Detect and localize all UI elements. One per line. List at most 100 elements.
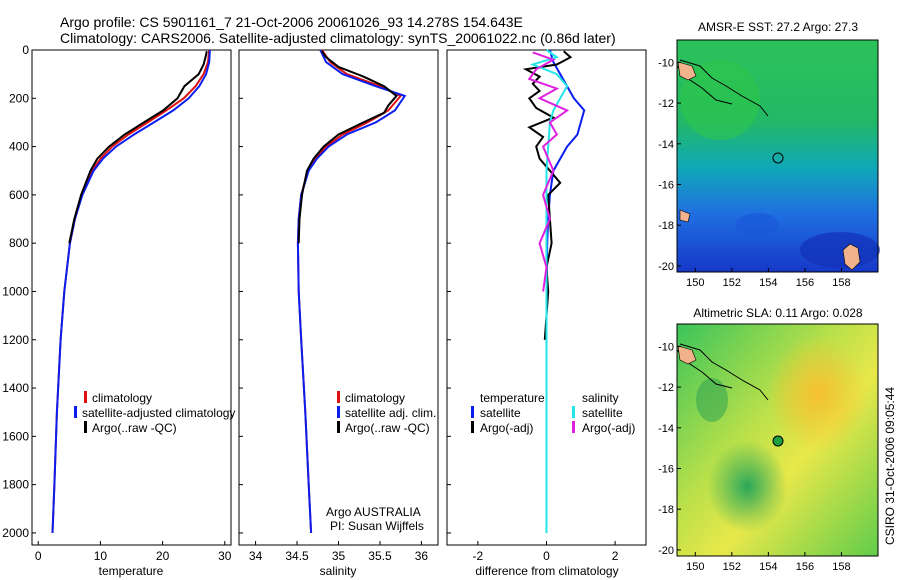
map-x-tick-label: 150 (686, 277, 704, 289)
legend-label-satellite-adjusted: satellite-adjusted climatology (82, 406, 235, 420)
y-tick-label: 2000 (2, 526, 29, 540)
sst-map-frame (676, 39, 879, 273)
x-tick-label: 30 (218, 549, 232, 563)
figure-title-line1: Argo profile: CS 5901161_7 21-Oct-2006 2… (60, 14, 523, 30)
legend-swatch-temp-satellite (471, 406, 474, 418)
legend-swatch-temp-argo (471, 421, 474, 433)
series-line-blue (296, 49, 407, 533)
sla-green-eddy-west (696, 378, 728, 422)
y-tick-label: 1200 (2, 333, 29, 347)
temperature-legend: climatology satellite-adjusted climatolo… (74, 391, 235, 435)
y-tick-label: 1000 (2, 284, 29, 298)
series-line-black (297, 50, 398, 244)
map-y-tick-label: -20 (658, 261, 674, 273)
map-y-tick-label: -14 (658, 139, 674, 151)
sst-map-panel: AMSR-E SST: 27.2 Argo: 27.3 150 152 154 156… (658, 20, 880, 289)
legend-swatch-climatology (84, 391, 87, 403)
legend-swatch-argo (337, 421, 340, 433)
map-x-tick-label: 152 (723, 277, 741, 289)
legend-swatch-sal-satellite (572, 406, 575, 418)
y-tick-label: 0 (22, 43, 29, 57)
legend-swatch-sal-argo (572, 421, 575, 433)
sst-argo-marker (772, 152, 784, 164)
legend-label-satellite-adj: satellite adj. clim. (345, 406, 436, 420)
map-y-tick-label: -12 (658, 98, 674, 110)
map-y-tick-label: -16 (658, 463, 674, 475)
temperature-panel: 0 10 20 30 0 200 400 600 800 1000 1200 1400 1600 1800… (2, 43, 235, 578)
sla-map-panel: Altimetric SLA: 0.11 Argo: 0.028 150 152 1… (658, 306, 879, 573)
figure-title-line2: Climatology: CARS2006. Satellite-adjuste… (60, 30, 616, 46)
sla-land-patch (677, 345, 697, 365)
map-x-tick-label: 158 (832, 277, 850, 289)
sst-cool-patch (800, 232, 880, 268)
legend-label-sal-argo: Argo(-adj) (582, 421, 635, 435)
legend-label-sal-satellite: satellite (582, 406, 623, 420)
map-y-tick-label: -10 (658, 57, 674, 69)
x-tick-label: 35.5 (368, 549, 392, 563)
map-x-tick-label: 156 (796, 561, 814, 573)
temperature-plot-frame (31, 49, 232, 546)
x-tick-label: 0 (543, 549, 550, 563)
map-x-tick-label: 154 (759, 277, 777, 289)
legend-header-temperature: temperature (480, 391, 545, 405)
sst-land-patch (677, 61, 697, 223)
map-x-tick-label: 154 (759, 561, 777, 573)
series-line-magenta (527, 51, 570, 292)
side-timestamp-label: CSIRO 31-Oct-2006 09:05:44 (883, 387, 897, 545)
y-tick-label: 1400 (2, 381, 29, 395)
map-y-tick-label: -16 (658, 179, 674, 191)
x-tick-label: 34.5 (285, 549, 309, 563)
legend-label-temp-satellite: satellite (480, 406, 521, 420)
x-tick-label: 35 (332, 549, 346, 563)
difference-legend: temperature salinity satellite Argo(-adj… (471, 391, 635, 435)
temperature-xlabel: temperature (99, 564, 164, 578)
sst-map-title: AMSR-E SST: 27.2 Argo: 27.3 (698, 20, 858, 34)
series-line-black (68, 51, 208, 244)
sst-reef-contour (842, 243, 861, 271)
credit-line1: Argo AUSTRALIA (326, 505, 421, 519)
sst-warm-patch (680, 60, 760, 140)
y-tick-label: 600 (9, 188, 29, 202)
x-tick-label: 0 (35, 549, 42, 563)
x-tick-label: 36 (415, 549, 429, 563)
legend-label-climatology: climatology (92, 391, 152, 405)
legend-label-argo: Argo(..raw -QC) (345, 421, 430, 435)
map-x-tick-label: 152 (723, 561, 741, 573)
x-tick-label: 2 (612, 549, 619, 563)
map-x-tick-label: 150 (686, 561, 704, 573)
sla-map-frame (676, 323, 879, 557)
legend-swatch-argo (84, 421, 87, 433)
map-y-tick-label: -10 (658, 341, 674, 353)
map-y-tick-label: -18 (658, 504, 674, 516)
map-y-tick-label: -14 (658, 423, 674, 435)
map-y-tick-label: -20 (658, 545, 674, 557)
legend-swatch-satellite-adjusted (74, 406, 77, 418)
credit-line2: PI: Susan Wijffels (330, 519, 424, 533)
y-tick-label: 1800 (2, 478, 29, 492)
difference-xlabel: difference from climatology (475, 564, 618, 578)
map-y-tick-label: -12 (658, 382, 674, 394)
difference-panel: -2 0 2 difference from climatology tempera… (446, 49, 647, 578)
sst-cold-eddy (735, 213, 779, 237)
sla-map-title: Altimetric SLA: 0.11 Argo: 0.028 (693, 306, 863, 320)
y-tick-label: 400 (9, 140, 29, 154)
salinity-panel: 34 34.5 35 35.5 36 salinity climatology sate… (238, 49, 439, 578)
salinity-plot-frame (238, 49, 439, 546)
sla-argo-marker (772, 435, 784, 447)
y-tick-label: 800 (9, 236, 29, 250)
y-tick-label: 200 (9, 91, 29, 105)
legend-label-argo: Argo(..raw -QC) (92, 421, 177, 435)
x-tick-label: 34 (249, 549, 263, 563)
y-tick-label: 1600 (2, 429, 29, 443)
map-x-tick-label: 156 (796, 277, 814, 289)
x-tick-label: 10 (94, 549, 108, 563)
x-tick-label: 20 (156, 549, 170, 563)
legend-swatch-climatology (337, 391, 340, 403)
legend-label-temp-argo: Argo(-adj) (480, 421, 533, 435)
legend-swatch-satellite-adj (337, 406, 340, 418)
map-y-tick-label: -18 (658, 220, 674, 232)
legend-header-salinity: salinity (582, 391, 619, 405)
map-x-tick-label: 158 (832, 561, 850, 573)
legend-label-climatology: climatology (345, 391, 405, 405)
